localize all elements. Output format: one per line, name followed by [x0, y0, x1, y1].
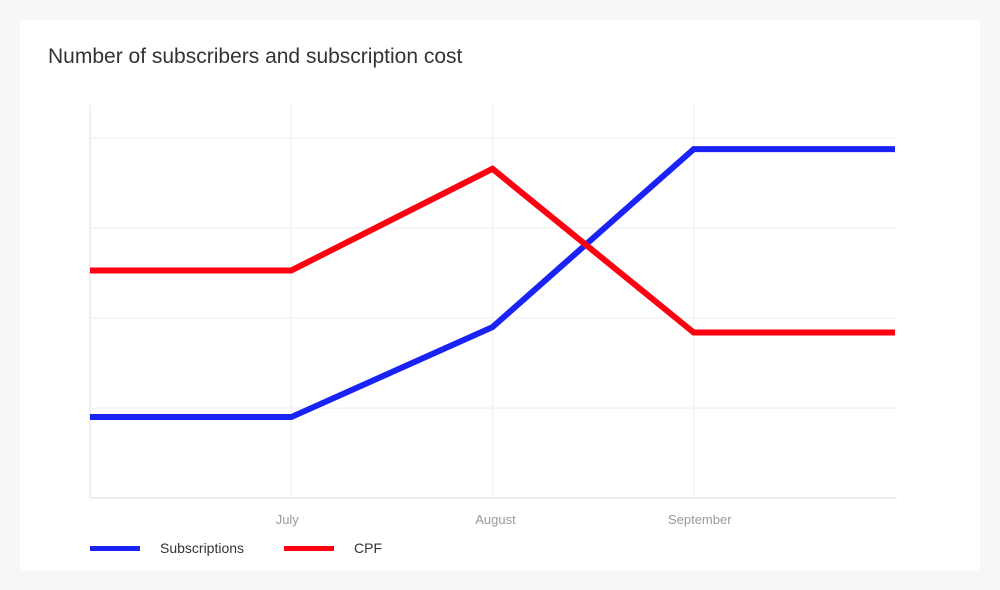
x-tick-label: September — [668, 512, 732, 527]
series-line-cpf — [90, 165, 895, 336]
legend-item-cpf[interactable]: CPF — [284, 540, 382, 556]
legend-item-subscriptions[interactable]: Subscriptions — [90, 540, 244, 556]
legend-label: Subscriptions — [160, 540, 245, 556]
chart-title: Number of subscribers and subscription c… — [48, 45, 463, 68]
line-chart: July August September — [89, 105, 897, 527]
x-tick-label: July — [276, 512, 300, 527]
chart-card: Number of subscribers and subscription c… — [20, 20, 980, 570]
legend-swatch — [284, 545, 335, 551]
legend: Subscriptions CPF — [90, 540, 422, 556]
legend-label: CPF — [354, 540, 383, 556]
series-line-subscriptions — [90, 146, 895, 421]
x-tick-label: August — [475, 512, 516, 527]
legend-swatch — [90, 545, 140, 551]
